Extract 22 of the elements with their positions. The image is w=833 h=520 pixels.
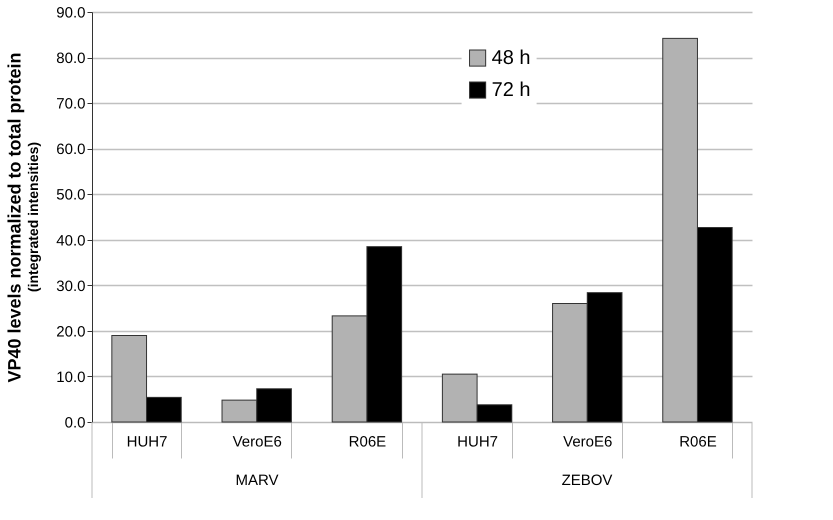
x-tick-label: HUH7 xyxy=(126,434,168,450)
text: (integrated intensities) xyxy=(25,142,41,292)
text: ZEBOV xyxy=(562,472,612,489)
y-tick-label: 60.0 xyxy=(56,141,86,158)
y-tick-label: 0.0 xyxy=(64,414,86,432)
text: MARV xyxy=(235,472,279,489)
y-tick-label: 20.0 xyxy=(56,323,86,340)
x-tick-label: VeroE6 xyxy=(563,434,612,450)
y-tick-label: 30.0 xyxy=(56,278,86,295)
y-tick-label: 90.0 xyxy=(56,4,86,22)
y-tick-label: 80.0 xyxy=(56,50,86,68)
y-tick-label: 70.0 xyxy=(56,96,86,113)
legend-label: 72 h xyxy=(492,79,531,101)
x-tick-label: R06E xyxy=(348,434,386,450)
x-tick-label: R06E xyxy=(679,434,717,450)
x-tick-label: HUH7 xyxy=(457,434,498,450)
y-tick-label: 10.0 xyxy=(56,368,86,386)
legend-label: 48 h xyxy=(492,47,531,69)
x-tick-label: VeroE6 xyxy=(232,434,282,450)
y-tick-label: 50.0 xyxy=(56,186,86,204)
y-tick-label: 40.0 xyxy=(56,232,86,250)
y-axis-title: VP40 levels normalized to total protein xyxy=(4,52,24,383)
